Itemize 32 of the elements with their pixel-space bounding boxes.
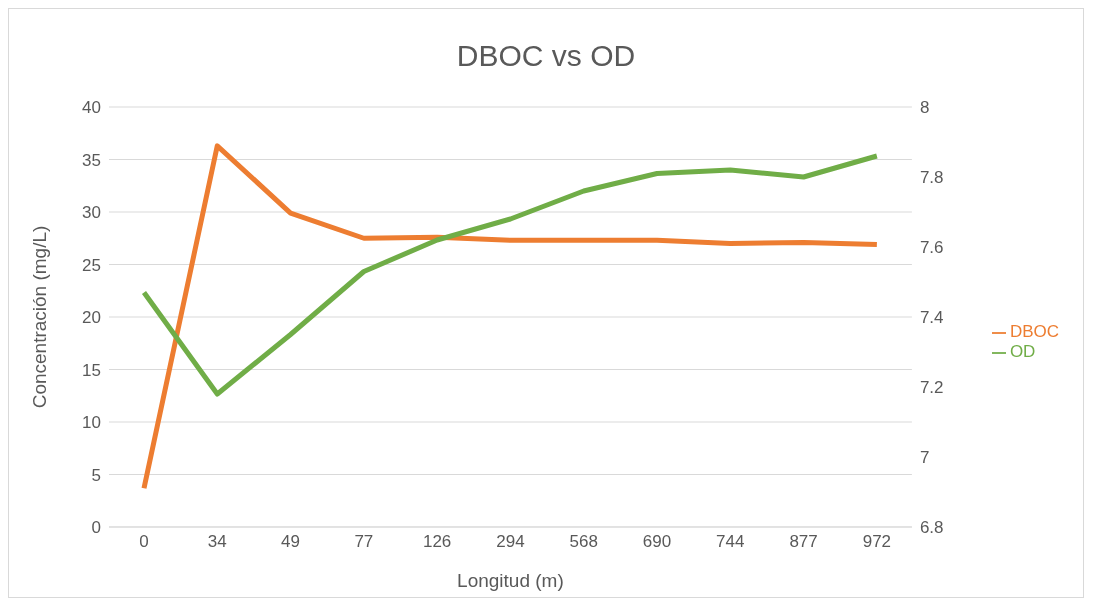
x-tick-label: 77 [354, 532, 374, 552]
y-tick-label: 25 [82, 255, 101, 275]
legend-label: OD [1009, 342, 1036, 361]
x-tick-label: 34 [207, 532, 227, 552]
chart-title: DBOC vs OD [455, 39, 637, 73]
y2-tick-label: 7.6 [919, 238, 944, 258]
y-tick-label: 10 [82, 413, 101, 433]
x-tick-label: 972 [862, 532, 892, 552]
y2-tick-label: 6.8 [919, 518, 944, 538]
x-tick-label: 877 [789, 532, 818, 552]
x-tick-label: 49 [281, 532, 301, 552]
y-tick-label: 40 [82, 98, 101, 118]
y-tick-label: 0 [91, 518, 101, 538]
y2-tick-label: 7.2 [919, 378, 944, 398]
y-axis-title: Concentración (mg/L) [28, 225, 50, 409]
y-tick-label: 20 [82, 308, 101, 328]
legend-label: DBOC [1009, 322, 1059, 341]
y-tick-label: 35 [82, 150, 101, 170]
x-tick-label: 0 [139, 532, 149, 552]
y-tick-label: 15 [82, 360, 101, 380]
x-tick-label: 294 [496, 532, 525, 552]
x-tick-label: 744 [716, 532, 745, 552]
y-tick-label: 30 [82, 203, 101, 223]
y2-tick-label: 8 [919, 98, 930, 118]
x-tick-label: 126 [422, 532, 452, 552]
x-tick-label: 690 [642, 532, 672, 552]
y2-tick-label: 7 [919, 448, 930, 468]
y2-tick-label: 7.8 [919, 168, 944, 188]
x-tick-label: 568 [569, 532, 598, 552]
y2-tick-label: 7.4 [919, 308, 944, 328]
x-axis-title: Longitud (m) [457, 570, 564, 591]
y-tick-label: 5 [91, 465, 101, 485]
